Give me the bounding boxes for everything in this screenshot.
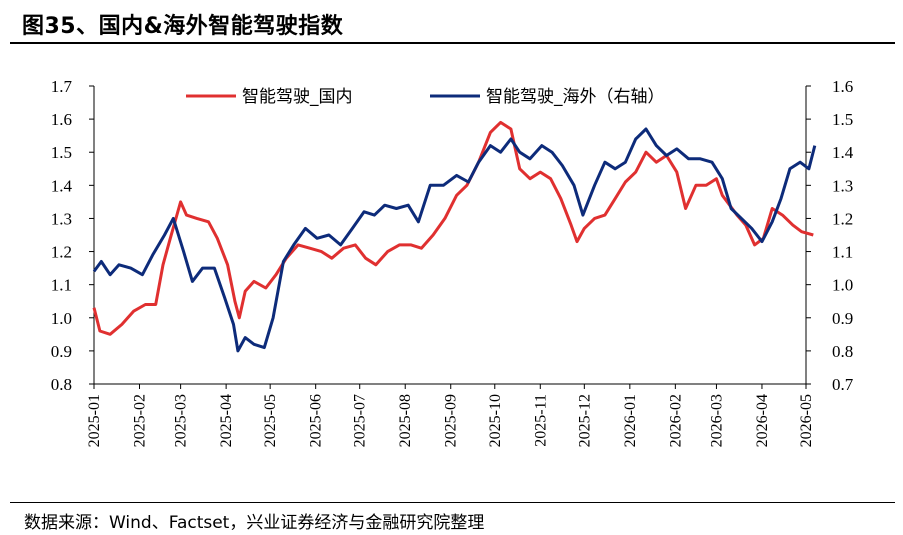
x-tick-label: 2025-09 [443,394,460,447]
x-tick-label: 2025-04 [218,394,235,447]
left-tick-label: 1.3 [51,209,72,228]
x-tick-label: 2026-04 [754,394,771,447]
x-tick-label: 2026-01 [622,394,639,447]
x-tick-label: 2025-10 [487,394,504,447]
legend: 智能驾驶_国内 智能驾驶_海外（右轴） [186,87,665,107]
left-tick-label: 1.0 [51,309,72,328]
left-tick-label: 1.5 [51,143,72,162]
right-tick-label: 1.6 [832,77,853,96]
left-tick-label: 1.7 [51,77,73,96]
legend-label-domestic: 智能驾驶_国内 [242,87,353,107]
axes-group: 0.8 0.9 1.0 1.1 1.2 1.3 1.4 1.5 1.6 1.7 0.7 0.8 0.9 1… [51,77,854,447]
right-tick-label: 1.1 [832,243,853,262]
x-tick-label: 2025-01 [86,394,103,447]
legend-label-overseas: 智能驾驶_海外（右轴） [486,87,665,107]
right-tick-label: 1.4 [832,143,854,162]
series-group [92,120,817,353]
chart-canvas: 0.8 0.9 1.0 1.1 1.2 1.3 1.4 1.5 1.6 1.7 0.7 0.8 0.9 1… [51,77,854,447]
series-line-domestic [92,120,814,336]
left-tick-label: 0.8 [51,375,72,394]
x-tick-label: 2026-02 [667,394,684,447]
left-tick-label: 1.2 [51,243,72,262]
title-divider [10,42,895,44]
right-tick-label: 1.5 [832,110,853,129]
right-tick-label: 1.2 [832,209,853,228]
chart-title: 图35、国内&海外智能驾驶指数 [22,14,344,39]
x-tick-label: 2026-03 [708,394,725,447]
right-tick-label: 0.7 [832,375,854,394]
right-tick-label: 0.8 [832,342,853,361]
source-note: 数据来源：Wind、Factset，兴业证券经济与金融研究院整理 [24,513,485,533]
right-tick-label: 1.0 [832,276,853,295]
left-tick-label: 0.9 [51,342,72,361]
x-tick-label: 2025-12 [576,394,593,447]
right-tick-label: 0.9 [832,309,853,328]
x-tick-label: 2025-07 [352,394,369,447]
right-tick-label: 1.3 [832,176,853,195]
x-tick-label: 2025-11 [532,394,549,447]
left-tick-label: 1.4 [51,176,73,195]
left-tick-label: 1.6 [51,110,72,129]
x-tick-label: 2025-05 [262,394,279,447]
footer-divider [10,502,895,503]
left-tick-label: 1.1 [51,276,72,295]
series-line-overseas [92,127,817,353]
x-tick-label: 2025-08 [397,394,414,447]
x-tick-label: 2026-05 [798,394,815,447]
x-tick-label: 2025-02 [132,394,149,447]
x-tick-label: 2025-03 [173,394,190,447]
x-tick-label: 2025-06 [308,394,325,447]
